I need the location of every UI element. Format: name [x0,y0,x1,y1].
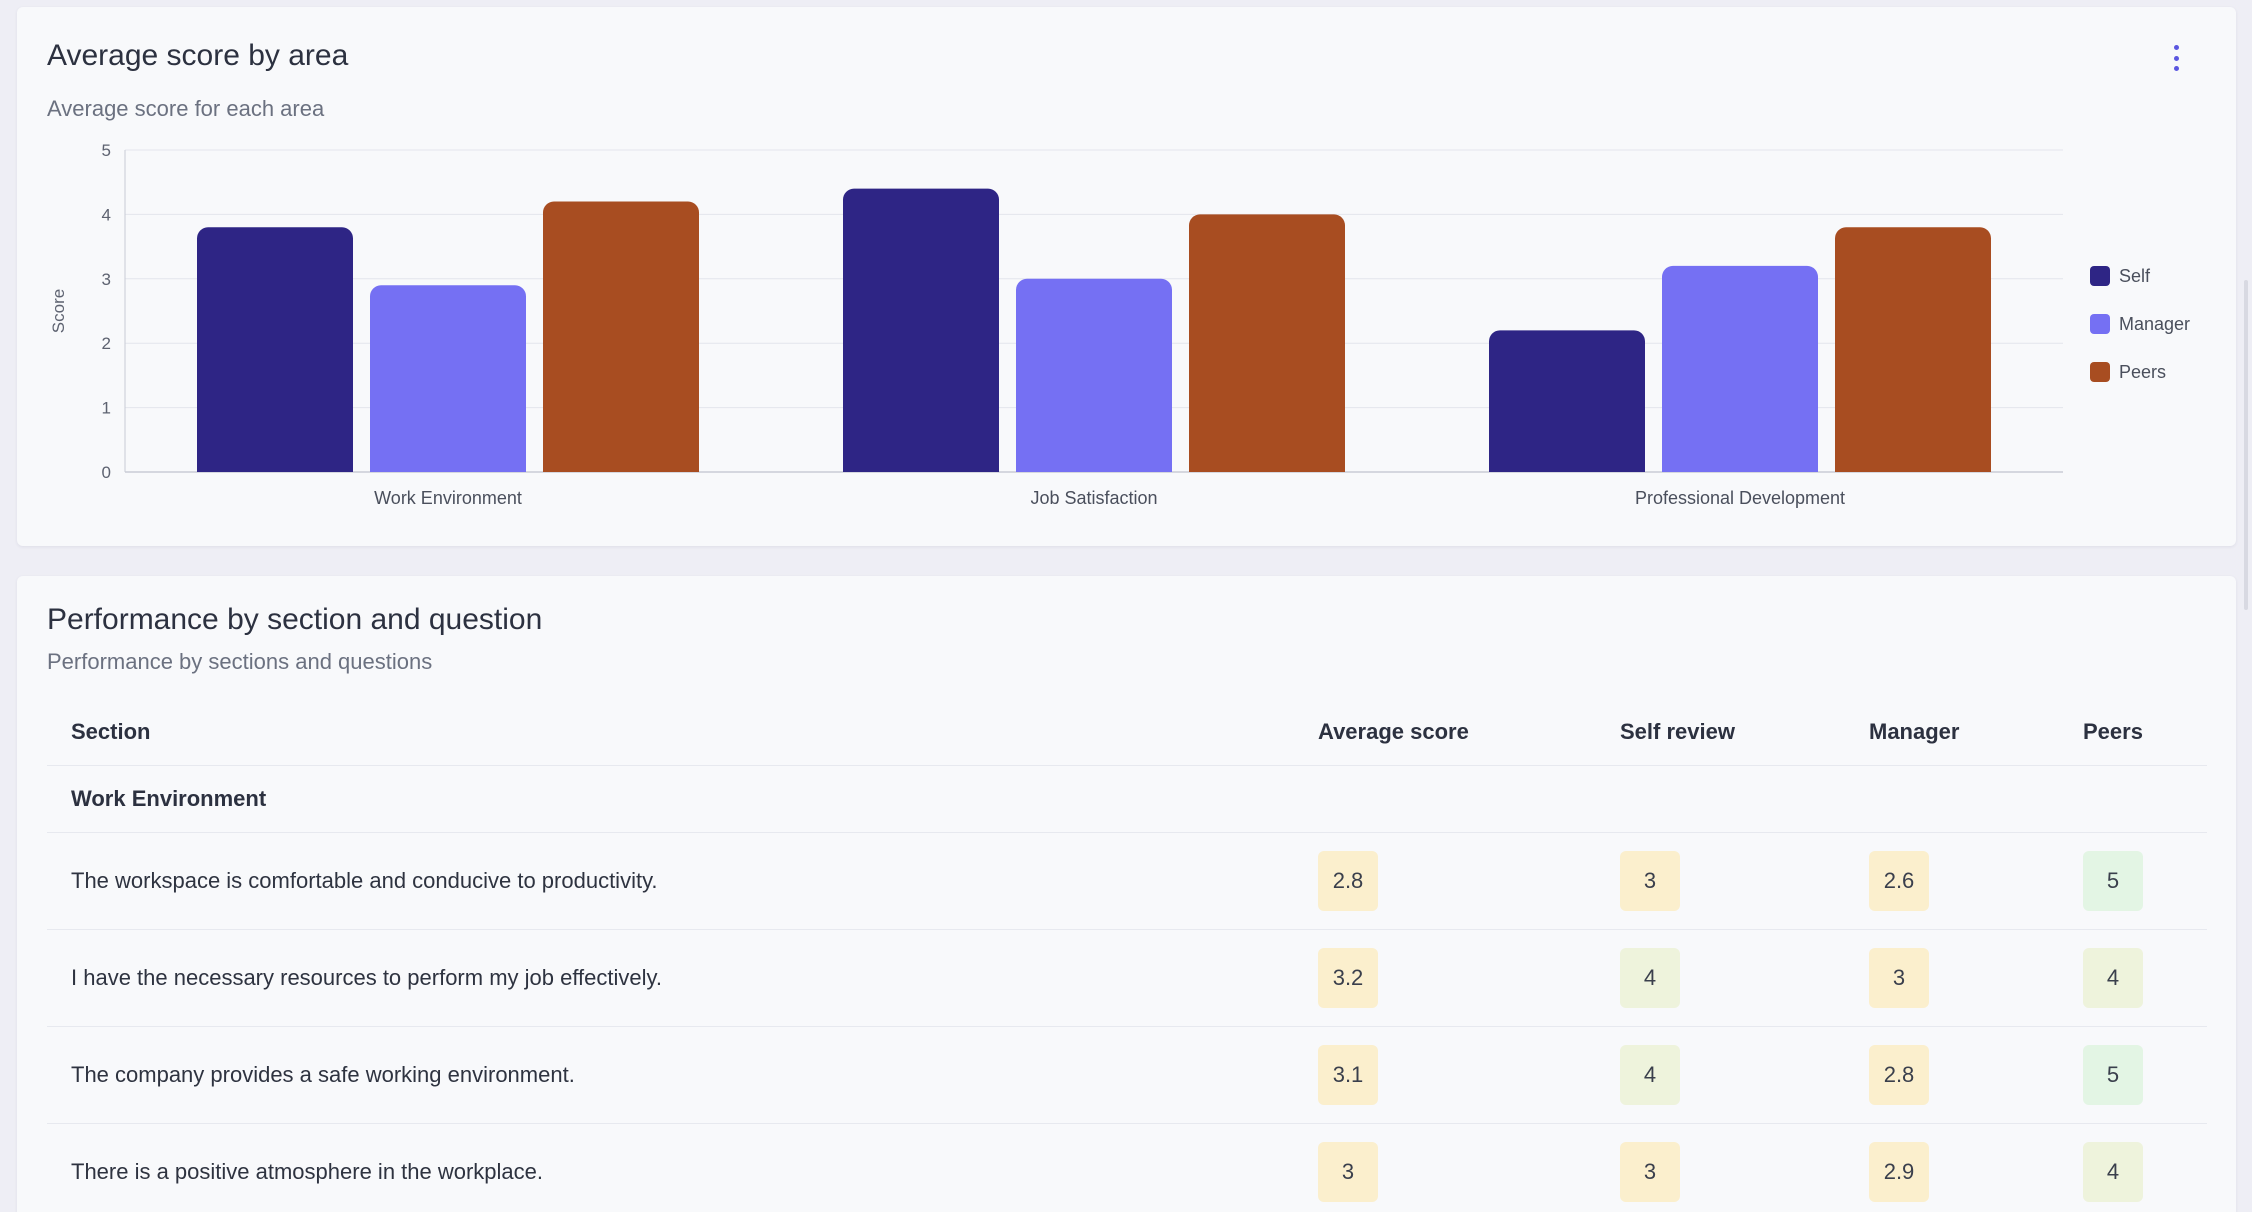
x-tick-label: Professional Development [1635,488,1845,508]
question-text: I have the necessary resources to perfor… [71,965,663,990]
kebab-vertical-icon[interactable] [2164,41,2188,75]
performance-card: Performance by section and question Perf… [17,576,2236,1212]
bar-manager [1016,278,1172,472]
bar-base [1835,460,1991,472]
legend-swatch [2090,362,2110,382]
legend-item-self[interactable]: Self [2090,265,2190,287]
header-average-score[interactable]: Average score [1318,718,1469,744]
manager-cell: 2.6 [1869,833,1929,929]
bar-peers [1835,227,1991,472]
scrollbar-thumb[interactable] [2244,280,2248,610]
legend-item-manager[interactable]: Manager [2090,313,2190,335]
peers-badge: 4 [2083,948,2143,1008]
peers-cell: 5 [2083,1027,2143,1123]
self-review-badge: 4 [1620,1045,1680,1105]
self-review-cell: 3 [1620,1124,1680,1212]
y-tick-label: 1 [102,399,111,418]
average-score-cell: 3 [1318,1124,1378,1212]
header-manager[interactable]: Manager [1869,718,1960,744]
self-review-cell: 4 [1620,930,1680,1026]
peers-cell: 4 [2083,1124,2143,1212]
bar-base [843,460,999,472]
table-row: There is a positive atmosphere in the wo… [47,1124,2207,1212]
header-self-review[interactable]: Self review [1620,718,1735,744]
table-row: The workspace is comfortable and conduci… [47,833,2207,930]
legend-swatch [2090,314,2110,334]
manager-badge: 3 [1869,948,1929,1008]
chart-card-subtitle: Average score for each area [47,96,325,121]
average-score-badge: 3.1 [1318,1045,1378,1105]
manager-cell: 3 [1869,930,1929,1026]
chart-legend: Self Manager Peers [2090,265,2190,383]
question-text: The company provides a safe working envi… [71,1062,575,1087]
y-axis-label: Score [49,289,68,333]
header-peers[interactable]: Peers [2083,718,2143,744]
self-review-badge: 3 [1620,1142,1680,1202]
manager-badge: 2.8 [1869,1045,1929,1105]
manager-cell: 2.9 [1869,1124,1929,1212]
table-row: I have the necessary resources to perfor… [47,930,2207,1027]
bar-peers [543,201,699,472]
section-row: Work Environment [47,766,2207,833]
manager-badge: 2.6 [1869,851,1929,911]
chart-card-title: Average score by area [47,39,349,72]
bar-peers [1189,214,1345,472]
bar-base [1016,460,1172,472]
bar-base [370,460,526,472]
y-tick-label: 2 [102,334,111,353]
question-text: The workspace is comfortable and conduci… [71,868,658,893]
y-tick-label: 5 [102,141,111,160]
bar-self [843,188,999,472]
bar-base [1189,460,1345,472]
question-text: There is a positive atmosphere in the wo… [71,1159,544,1184]
self-review-cell: 4 [1620,1027,1680,1123]
legend-swatch [2090,266,2110,286]
section-name: Work Environment [71,786,267,811]
bar-manager [370,285,526,472]
legend-label: Self [2119,265,2151,286]
manager-cell: 2.8 [1869,1027,1929,1123]
bar-base [1662,460,1818,472]
table-row: The company provides a safe working envi… [47,1027,2207,1124]
bar-manager [1662,265,1818,472]
table-card-title: Performance by section and question [47,603,543,636]
legend-item-peers[interactable]: Peers [2090,361,2190,383]
x-tick-label: Work Environment [374,488,522,508]
bar-base [197,460,353,472]
bar-base [1489,460,1645,472]
average-score-badge: 3 [1318,1142,1378,1202]
y-tick-label: 3 [102,270,111,289]
header-section[interactable]: Section [71,718,151,744]
average-score-cell: 3.1 [1318,1027,1378,1123]
self-review-badge: 4 [1620,948,1680,1008]
bar-self [197,227,353,472]
bar-self [1489,330,1645,472]
table-card-subtitle: Performance by sections and questions [47,649,433,674]
self-review-badge: 3 [1620,851,1680,911]
table-header-row: Section Average score Self review Manage… [47,698,2207,766]
bar-chart: 0 1 2 3 4 5 Score Work Environment Job Satisfact… [49,141,2063,508]
average-score-cell: 2.8 [1318,833,1378,929]
average-score-badge: 2.8 [1318,851,1378,911]
peers-badge: 4 [2083,1142,2143,1202]
bar-base [543,460,699,472]
peers-badge: 5 [2083,1045,2143,1105]
average-score-card: Average score by area Average score for … [17,7,2236,546]
performance-table: Section Average score Self review Manage… [47,698,2207,1212]
peers-cell: 4 [2083,930,2143,1026]
legend-label: Manager [2119,313,2191,334]
x-tick-label: Job Satisfaction [1030,488,1157,508]
legend-label: Peers [2119,361,2167,382]
average-score-cell: 3.2 [1318,930,1378,1026]
peers-cell: 5 [2083,833,2143,929]
y-tick-label: 0 [102,463,111,482]
peers-badge: 5 [2083,851,2143,911]
self-review-cell: 3 [1620,833,1680,929]
manager-badge: 2.9 [1869,1142,1929,1202]
average-score-badge: 3.2 [1318,948,1378,1008]
y-tick-label: 4 [102,205,111,224]
